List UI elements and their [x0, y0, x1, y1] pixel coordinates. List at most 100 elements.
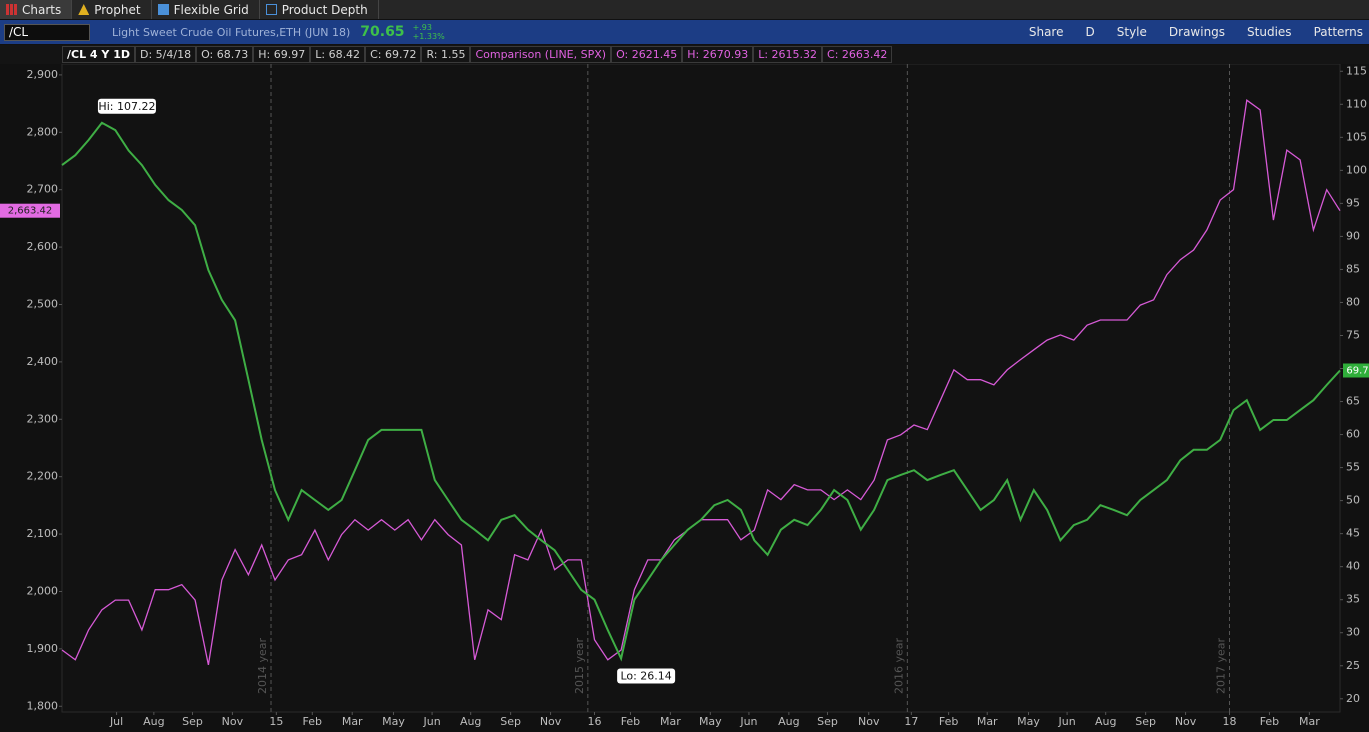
- last-value-label: 2,663.42: [8, 206, 53, 217]
- info-bar: /CL 4 Y 1D D: 5/4/18 O: 68.73 H: 69.97 L: 68…: [0, 45, 1369, 64]
- tab[interactable]: Charts: [0, 0, 73, 19]
- y-tick-label: 2,400: [27, 355, 59, 368]
- x-tick-label: Sep: [182, 715, 203, 728]
- x-tick-label: Aug: [778, 715, 799, 728]
- tools: Share D Style Drawings Studies Patterns: [1029, 25, 1369, 39]
- y2-tick-label: 55: [1346, 461, 1360, 474]
- tool-button[interactable]: Patterns: [1313, 25, 1363, 39]
- tool-button[interactable]: Studies: [1247, 25, 1292, 39]
- tab-bar: Charts Prophet Flexible Grid Product Dep…: [0, 0, 1369, 19]
- tab-icon: [157, 4, 169, 15]
- y2-tick-label: 20: [1346, 692, 1360, 705]
- toolbar: /CL Light Sweet Crude Oil Futures,ETH (J…: [0, 20, 1369, 44]
- tab-label: Prophet: [94, 2, 141, 17]
- y2-tick-label: 65: [1346, 395, 1360, 408]
- tab-label: Charts: [22, 2, 62, 17]
- info-cell: D: 5/4/18: [135, 46, 197, 63]
- tool-button[interactable]: Style: [1116, 25, 1147, 39]
- x-tick-label: Mar: [660, 715, 681, 728]
- x-tick-label: Aug: [1095, 715, 1116, 728]
- tab-icon: [6, 4, 17, 15]
- x-tick-label: 15: [269, 715, 283, 728]
- y-tick-label: 2,000: [27, 584, 59, 597]
- y2-tick-label: 45: [1346, 527, 1360, 540]
- x-tick-label: May: [1017, 715, 1040, 728]
- tab-icon: [78, 4, 90, 15]
- series-line: [61, 121, 1341, 662]
- x-tick-label: Feb: [303, 715, 322, 728]
- y2-tick-label: 75: [1346, 328, 1360, 341]
- callout-box: [97, 98, 156, 114]
- year-label: 2017 year: [1215, 638, 1228, 695]
- x-tick-label: Sep: [1135, 715, 1156, 728]
- info-cell: R: 1.55: [421, 46, 471, 63]
- year-label: 2014 year: [256, 638, 269, 695]
- y2-tick-label: 25: [1346, 659, 1360, 672]
- info-cell: H: 69.97: [253, 46, 311, 63]
- change: +.93: [412, 23, 432, 32]
- y2-tick-label: 80: [1346, 295, 1360, 308]
- info-cell: H: 2670.93: [682, 46, 754, 63]
- tab-label: Flexible Grid: [173, 2, 249, 17]
- x-tick-label: Nov: [1175, 715, 1197, 728]
- symbol-description: Light Sweet Crude Oil Futures,ETH (JUN 1…: [112, 25, 351, 39]
- last-price: 70.65: [360, 24, 405, 40]
- y-tick-label: 2,100: [27, 527, 59, 540]
- x-tick-label: Sep: [500, 715, 521, 728]
- x-tick-label: May: [382, 715, 405, 728]
- symbol-input[interactable]: /CL: [4, 23, 90, 41]
- last-value-label: 69.7: [1346, 365, 1368, 376]
- x-tick-label: Aug: [460, 715, 481, 728]
- x-tick-label: Nov: [540, 715, 562, 728]
- y2-tick-label: 110: [1346, 97, 1367, 110]
- tab[interactable]: Product Depth: [260, 0, 379, 19]
- info-cell: L: 68.42: [310, 46, 366, 63]
- y-tick-label: 2,800: [27, 125, 59, 138]
- x-tick-label: Jun: [422, 715, 440, 728]
- y-tick-label: 1,900: [27, 642, 59, 655]
- y2-tick-label: 90: [1346, 229, 1360, 242]
- tool-button[interactable]: Drawings: [1168, 25, 1226, 39]
- x-tick-label: May: [699, 715, 722, 728]
- y-tick-label: 2,900: [27, 68, 59, 81]
- change-percent: +1.33%: [412, 32, 445, 41]
- y2-tick-label: 30: [1346, 626, 1360, 639]
- callout-label: Lo: 26.14: [620, 669, 671, 682]
- x-tick-label: Nov: [858, 715, 880, 728]
- x-tick-label: 18: [1223, 715, 1237, 728]
- x-tick-label: Mar: [977, 715, 998, 728]
- y2-tick-label: 50: [1346, 494, 1360, 507]
- y-tick-label: 2,500: [27, 297, 59, 310]
- callout-box: [617, 668, 676, 684]
- tab[interactable]: Flexible Grid: [152, 0, 260, 19]
- x-tick-label: Sep: [817, 715, 838, 728]
- x-tick-label: 16: [588, 715, 602, 728]
- y2-tick-label: 40: [1346, 560, 1360, 573]
- y-tick-label: 2,200: [27, 470, 59, 483]
- x-tick-label: Aug: [143, 715, 164, 728]
- info-cell: /CL 4 Y 1D: [62, 46, 135, 63]
- tool-button[interactable]: D: [1085, 25, 1095, 39]
- x-tick-label: 17: [904, 715, 918, 728]
- y2-tick-label: 95: [1346, 196, 1360, 209]
- info-cell: O: 68.73: [196, 46, 254, 63]
- y-tick-label: 2,300: [27, 412, 59, 425]
- info-cell: Comparison (LINE, SPX): [470, 46, 612, 63]
- info-cell: L: 2615.32: [753, 46, 823, 63]
- x-tick-label: Jul: [109, 715, 123, 728]
- y2-tick-label: 85: [1346, 262, 1360, 275]
- tab-icon: [265, 4, 277, 15]
- year-label: 2015 year: [573, 638, 586, 695]
- x-tick-label: Jun: [1058, 715, 1076, 728]
- x-tick-label: Nov: [222, 715, 244, 728]
- info-cell: O: 2621.45: [611, 46, 683, 63]
- tool-button[interactable]: Share: [1028, 25, 1064, 39]
- y2-tick-label: 35: [1346, 593, 1360, 606]
- year-label: 2016 year: [892, 638, 905, 695]
- tab[interactable]: Prophet: [72, 0, 152, 19]
- info-cell: C: 2663.42: [822, 46, 893, 63]
- x-tick-label: Feb: [1260, 715, 1279, 728]
- last-value-box: [1343, 363, 1369, 378]
